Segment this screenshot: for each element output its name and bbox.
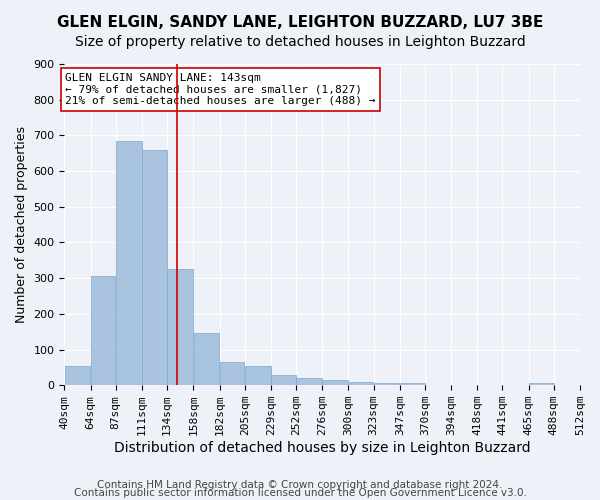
Bar	[400, 382, 425, 385]
Bar	[142, 150, 167, 385]
Text: Contains HM Land Registry data © Crown copyright and database right 2024.: Contains HM Land Registry data © Crown c…	[97, 480, 503, 490]
Bar	[271, 375, 296, 385]
Bar	[167, 269, 193, 385]
Bar	[194, 334, 219, 385]
Bar	[322, 380, 348, 385]
Text: GLEN ELGIN, SANDY LANE, LEIGHTON BUZZARD, LU7 3BE: GLEN ELGIN, SANDY LANE, LEIGHTON BUZZARD…	[57, 15, 543, 30]
Bar	[116, 140, 142, 385]
Bar	[374, 384, 400, 385]
Bar	[220, 362, 244, 385]
Text: Size of property relative to detached houses in Leighton Buzzard: Size of property relative to detached ho…	[74, 35, 526, 49]
Bar	[349, 382, 373, 385]
X-axis label: Distribution of detached houses by size in Leighton Buzzard: Distribution of detached houses by size …	[114, 441, 530, 455]
Bar	[91, 276, 115, 385]
Text: Contains public sector information licensed under the Open Government Licence v3: Contains public sector information licen…	[74, 488, 526, 498]
Bar	[65, 366, 91, 385]
Text: GLEN ELGIN SANDY LANE: 143sqm
← 79% of detached houses are smaller (1,827)
21% o: GLEN ELGIN SANDY LANE: 143sqm ← 79% of d…	[65, 73, 376, 106]
Bar	[296, 378, 322, 385]
Bar	[245, 366, 271, 385]
Bar	[425, 384, 451, 385]
Bar	[529, 383, 554, 385]
Y-axis label: Number of detached properties: Number of detached properties	[15, 126, 28, 323]
